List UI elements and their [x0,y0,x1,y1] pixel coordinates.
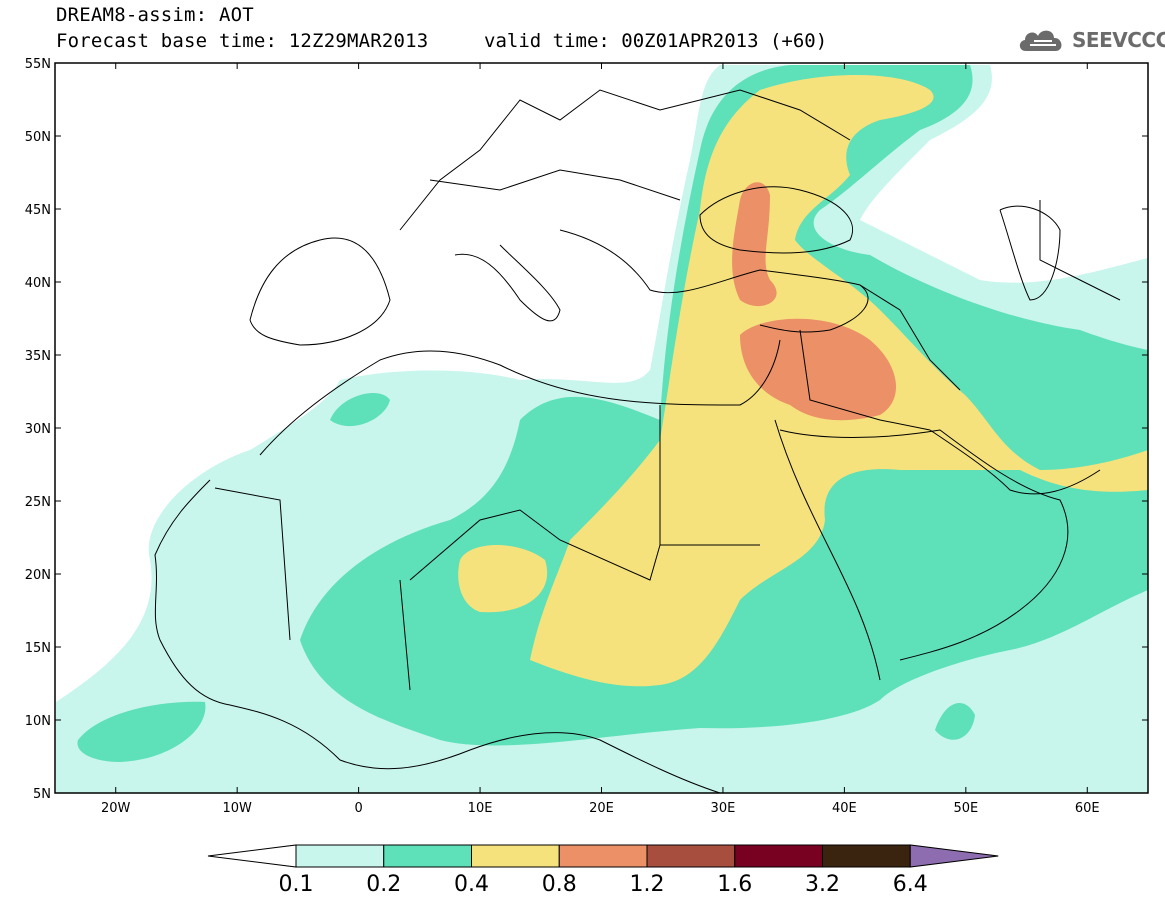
colorbar-label: 6.4 [893,872,928,897]
colorbar-over-triangle [909,844,999,868]
latitude-ticks: 5N 10N 15N 20N 25N 30N 35N 40N 45N 50N 55N [25,57,1148,802]
seevccc-logo: SEEVCCC [1016,24,1165,56]
coast-caspian [999,205,1061,301]
forecast-base-time: Forecast base time: 12Z29MAR2013 [56,30,429,52]
aot-region-0.2-somalia [935,703,975,740]
lon-tick-label: 30E [711,801,736,816]
coast-persian-gulf [929,429,1101,495]
coastlines-and-borders [154,89,1121,793]
colorbar-under-triangle [207,844,297,868]
aot-region-0.4-sahel [458,545,548,613]
longitude-ticks: 20W 10W 0 10E 20E 30E 40E 50E 60E [101,63,1100,816]
colorbar-segment [646,844,736,868]
colorbar-label: 1.2 [630,872,665,897]
colorbar-segment [295,844,385,868]
colorbar-label: 0.2 [366,872,401,897]
lon-tick-label: 10W [222,801,252,816]
colorbar-label: 3.2 [805,872,840,897]
colorbar-segment [558,844,648,868]
colorbar-segment [734,844,823,868]
colorbar-label: 0.1 [279,872,314,897]
cloud-icon [1019,30,1062,51]
lat-tick-label: 5N [33,787,51,802]
coast-red-sea [774,419,881,681]
coast-italy [454,244,561,322]
lat-tick-label: 55N [25,57,51,72]
lon-tick-label: 10E [468,801,493,816]
aot-contours [56,65,1148,793]
colorbar: 0.1 0.2 0.4 0.8 1.2 1.6 3.2 6.4 [207,844,999,897]
lon-tick-label: 20W [101,801,131,816]
lon-tick-label: 40E [832,801,857,816]
aot-region-0.2-west [77,701,206,762]
coast-west-africa [154,479,721,793]
coast-iberia [249,237,391,346]
lat-tick-label: 45N [25,203,51,218]
aot-region-0.2-north [330,392,390,427]
map-title: DREAM8-assim: AOT [56,4,254,26]
colorbar-segment [471,844,560,868]
colorbar-segment [383,844,472,868]
coast-black-sea [699,186,853,254]
border-middle-east [799,200,1121,431]
lat-tick-label: 35N [25,349,51,364]
lat-tick-label: 20N [25,568,51,583]
colorbar-segment [822,844,911,868]
lat-tick-label: 40N [25,276,51,291]
logo-text: SEEVCCC [1072,28,1165,52]
colorbar-label: 0.8 [542,872,577,897]
coast-balkans-turkey [559,229,869,333]
lat-tick-label: 50N [25,130,51,145]
lat-tick-label: 25N [25,495,51,510]
lat-tick-label: 15N [25,641,51,656]
lon-tick-label: 50E [953,801,978,816]
colorbar-label: 1.6 [717,872,752,897]
valid-time: valid time: 00Z01APR2013 (+60) [484,30,828,52]
lat-tick-label: 10N [25,714,51,729]
border-europe [399,89,851,231]
lat-tick-label: 30N [25,422,51,437]
colorbar-label: 0.4 [454,872,489,897]
lon-tick-label: 60E [1075,801,1100,816]
border-sahara [214,405,760,691]
lon-tick-label: 0 [354,801,362,816]
coast-arabia [779,429,1069,661]
lon-tick-label: 20E [589,801,614,816]
coast-med-africa [259,339,781,456]
